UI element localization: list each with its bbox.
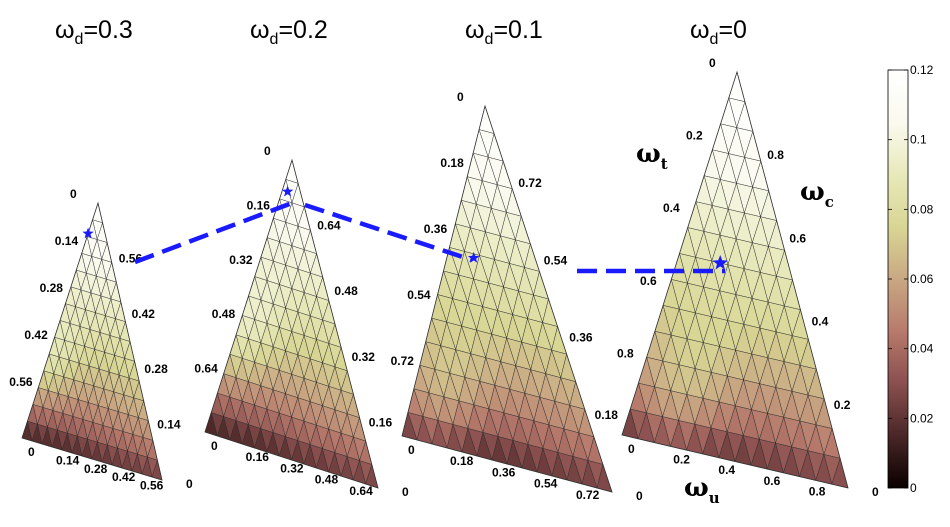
right-tick-label: 0.8 — [767, 148, 784, 162]
optimum-star — [281, 185, 294, 197]
left-tick-label: 0.42 — [24, 328, 48, 342]
panel-3: ωd=0.1 0 0.18 0.36 0.54 0.72 0.72 0.54 0.36 0.18 0… — [391, 16, 643, 503]
colorbar-tick-label: 0.08 — [910, 202, 934, 216]
corner-tick-label: 0 — [636, 489, 643, 503]
heatmap-cells — [401, 105, 613, 493]
bottom-tick-label: 0.72 — [576, 488, 600, 502]
left-tick-label: 0.4 — [663, 201, 680, 215]
left-tick-label: 0.14 — [55, 234, 79, 248]
panel-2: ωd=0.2 0 0.16 0.32 0.48 0.64 0.64 0.48 0.32 0.16 0… — [194, 16, 409, 499]
heatmap-cell — [728, 71, 746, 103]
heatmap-cells — [204, 159, 379, 489]
ternary-panels: ωd=0.3 0 0.14 0.28 0.42 0.56 0.56 0.42 0.28 0.14 0… — [9, 16, 879, 507]
axis-label-omega-t: ωt — [636, 139, 668, 173]
colorbar-tick-label: 0 — [910, 481, 917, 495]
bottom-tick-label: 0.32 — [280, 461, 304, 475]
left-tick-label: 0.64 — [194, 362, 218, 376]
colorbar-tick-label: 0.02 — [910, 411, 934, 425]
bottom-tick-label: 0.8 — [809, 484, 826, 498]
bottom-tick-label: 0 — [628, 442, 635, 456]
left-tick-label: 0.54 — [407, 288, 431, 302]
optimum-path — [134, 200, 725, 274]
bottom-tick-label: 0.56 — [140, 479, 164, 493]
panel-title: ωd=0.1 — [465, 16, 543, 48]
colorbar-tick-label: 0.06 — [910, 272, 934, 286]
right-tick-label: 0.14 — [157, 418, 181, 432]
heatmap-cells — [621, 71, 849, 489]
left-tick-label: 0 — [457, 90, 464, 104]
right-tick-label: 0.32 — [352, 350, 376, 364]
right-tick-label: 0.18 — [595, 408, 619, 422]
left-tick-label: 0.32 — [229, 253, 253, 267]
triangle-outline — [21, 201, 163, 481]
bottom-tick-label: 0.54 — [534, 477, 558, 491]
colorbar-tick-label: 0.12 — [910, 63, 934, 77]
right-tick-label: 0.28 — [144, 362, 168, 376]
left-tick-label: 0.18 — [440, 156, 464, 170]
colorbar: 0 0.02 0.04 0.06 0.08 0.1 0.12 — [887, 63, 934, 495]
panel-title: ωd=0.2 — [250, 16, 328, 48]
bottom-tick-label: 0 — [408, 443, 415, 457]
bottom-tick-label: 0.42 — [112, 470, 136, 484]
bottom-tick-label: 0.36 — [492, 465, 516, 479]
left-tick-label: 0.8 — [617, 346, 634, 360]
panel-1: ωd=0.3 0 0.14 0.28 0.42 0.56 0.56 0.42 0.28 0.14 0… — [9, 16, 193, 493]
right-tick-label: 0.42 — [132, 307, 156, 321]
left-tick-label: 0.36 — [424, 222, 448, 236]
bottom-tick-label: 0.48 — [315, 473, 339, 487]
left-tick-label: 0.56 — [9, 375, 33, 389]
colorbar-tick-label: 0.04 — [910, 342, 934, 356]
left-tick-label: 0.48 — [212, 307, 236, 321]
panel-4: ωd=0 0 0.2 0.4 0.6 0.8 0.8 0.6 0.4 0.2 0 0.2 0.4 0.6 0… — [617, 16, 879, 499]
bottom-tick-label: 0.18 — [450, 454, 474, 468]
heatmap-cells — [21, 202, 163, 481]
right-tick-label: 0.54 — [544, 253, 568, 267]
colorbar-tick-label: 0.1 — [910, 133, 927, 147]
bottom-tick-label: 0.64 — [349, 484, 373, 498]
bottom-tick-label: 0 — [28, 445, 35, 459]
bottom-tick-label: 0.2 — [673, 453, 690, 467]
bottom-tick-label: 0.28 — [84, 462, 108, 476]
optimum-path-segment — [304, 202, 473, 263]
corner-tick-label: 0 — [872, 485, 879, 499]
panel-title: ωd=0.3 — [55, 16, 133, 48]
right-tick-label: 0.2 — [834, 398, 851, 412]
right-tick-label: 0.72 — [518, 176, 542, 190]
optimum-star — [712, 255, 728, 270]
triangle-outline — [621, 70, 849, 489]
axis-label-omega-u: ωu — [684, 473, 720, 507]
optimum-star — [82, 227, 94, 239]
heatmap-cell — [92, 202, 103, 224]
right-tick-label: 0.16 — [369, 415, 393, 429]
axis-label-omega-c: ωc — [800, 177, 834, 211]
left-tick-label: 0.6 — [640, 274, 657, 288]
left-tick-label: 0.28 — [40, 281, 64, 295]
left-tick-label: 0.2 — [686, 129, 703, 143]
right-tick-label: 0.64 — [317, 219, 341, 233]
panel-title: ωd=0 — [690, 16, 747, 48]
bottom-tick-label: 0.14 — [56, 453, 80, 467]
right-tick-label: 0.48 — [334, 284, 358, 298]
left-tick-label: 0 — [709, 56, 716, 70]
left-tick-label: 0 — [70, 187, 77, 201]
bottom-tick-label: 0.16 — [246, 450, 270, 464]
right-tick-label: 0.6 — [789, 231, 806, 245]
left-tick-label: 0.72 — [391, 354, 415, 368]
optimum-star — [468, 251, 480, 263]
triangle-outline — [401, 104, 613, 493]
corner-tick-label: 0 — [402, 485, 409, 499]
left-tick-label: 0 — [264, 144, 271, 158]
triangle-outline — [204, 158, 379, 489]
bottom-tick-label: 0 — [211, 439, 218, 453]
left-tick-label: 0.16 — [247, 198, 271, 212]
bottom-tick-label: 0.6 — [764, 474, 781, 488]
right-tick-label: 0.36 — [569, 331, 593, 345]
bottom-tick-label: 0.4 — [718, 463, 735, 477]
right-tick-label: 0.4 — [812, 315, 829, 329]
corner-tick-label: 0 — [186, 477, 193, 491]
